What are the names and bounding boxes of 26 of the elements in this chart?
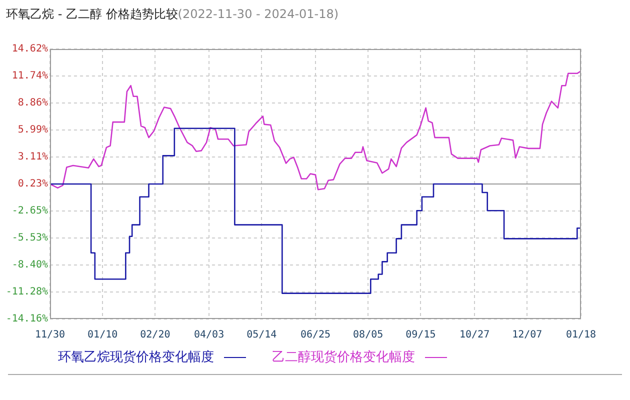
y-tick-label: -11.28% <box>6 286 48 298</box>
y-tick-label: -2.65% <box>12 206 48 217</box>
legend-label: 乙二醇现货价格变化幅度 <box>272 350 415 365</box>
y-tick-label: 14.62% <box>12 44 48 55</box>
x-tick-label: 05/14 <box>246 330 277 341</box>
x-tick-label: 10/27 <box>459 330 490 341</box>
x-tick-label: 11/30 <box>34 330 66 341</box>
x-tick-label: 06/25 <box>300 330 331 341</box>
y-tick-label: 3.11% <box>18 152 48 163</box>
chart-title: 环氧乙烷 - 乙二醇 价格趋势比较 <box>6 7 178 21</box>
x-tick-label: 12/07 <box>512 330 542 341</box>
x-tick-label: 02/20 <box>140 330 170 341</box>
x-tick-label: 08/05 <box>353 330 384 341</box>
y-tick-label: -5.53% <box>12 232 48 244</box>
x-tick-label: 01/10 <box>88 330 118 341</box>
x-tick-label: 09/15 <box>406 330 436 341</box>
x-tick-label: 01/18 <box>566 330 596 341</box>
y-tick-label: 0.23% <box>18 178 48 190</box>
legend-label: 环氧乙烷现货价格变化幅度 <box>58 350 214 365</box>
y-tick-label: 8.86% <box>18 98 48 109</box>
y-tick-label: 5.99% <box>18 124 48 136</box>
x-tick-label: 04/03 <box>194 330 224 341</box>
y-tick-label: 11.74% <box>12 70 48 82</box>
chart-subtitle: (2022-11-30 - 2024-01-18) <box>178 7 339 21</box>
y-tick-label: -14.16% <box>6 314 48 325</box>
y-tick-label: -8.40% <box>12 260 48 271</box>
